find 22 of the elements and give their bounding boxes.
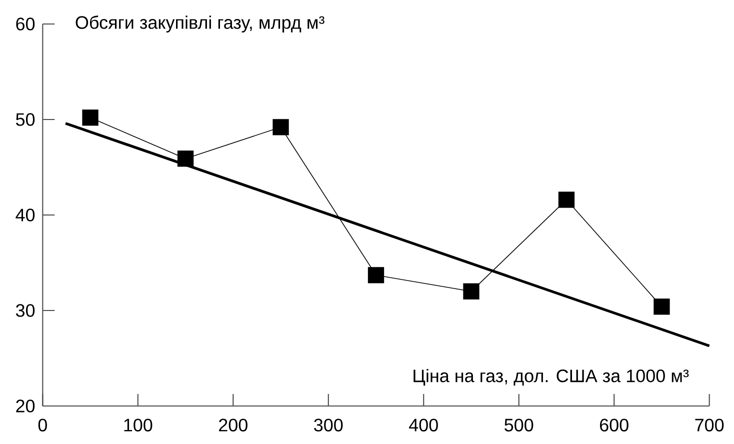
- x-axis-title: Ціна на газ, дол. США за 1000 м³: [414, 369, 689, 386]
- point: [654, 298, 670, 315]
- x-tick-label: 100: [124, 418, 152, 432]
- x-tick-label: 400: [409, 418, 438, 432]
- y-tick-label: 40: [16, 208, 35, 222]
- x-tick-label: 200: [219, 418, 248, 432]
- y-tick-label: 50: [16, 113, 35, 126]
- y-tick-label: 20: [16, 400, 35, 412]
- point: [368, 267, 384, 284]
- y-tick-label: 60: [16, 18, 35, 30]
- x-tick-label: 500: [504, 418, 534, 432]
- point: [558, 192, 575, 208]
- x-tick-label: 0: [38, 418, 47, 432]
- x-tick-label: 700: [695, 418, 724, 432]
- y-axis-title: Обсяги закупівлі газу, млрд м³: [76, 16, 324, 32]
- point: [82, 110, 98, 126]
- point: [272, 119, 289, 136]
- point: [177, 150, 194, 167]
- point: [463, 283, 480, 300]
- x-tick-label: 300: [314, 418, 343, 432]
- y-tick-label: 30: [16, 304, 35, 317]
- x-tick-label: 600: [600, 418, 628, 432]
